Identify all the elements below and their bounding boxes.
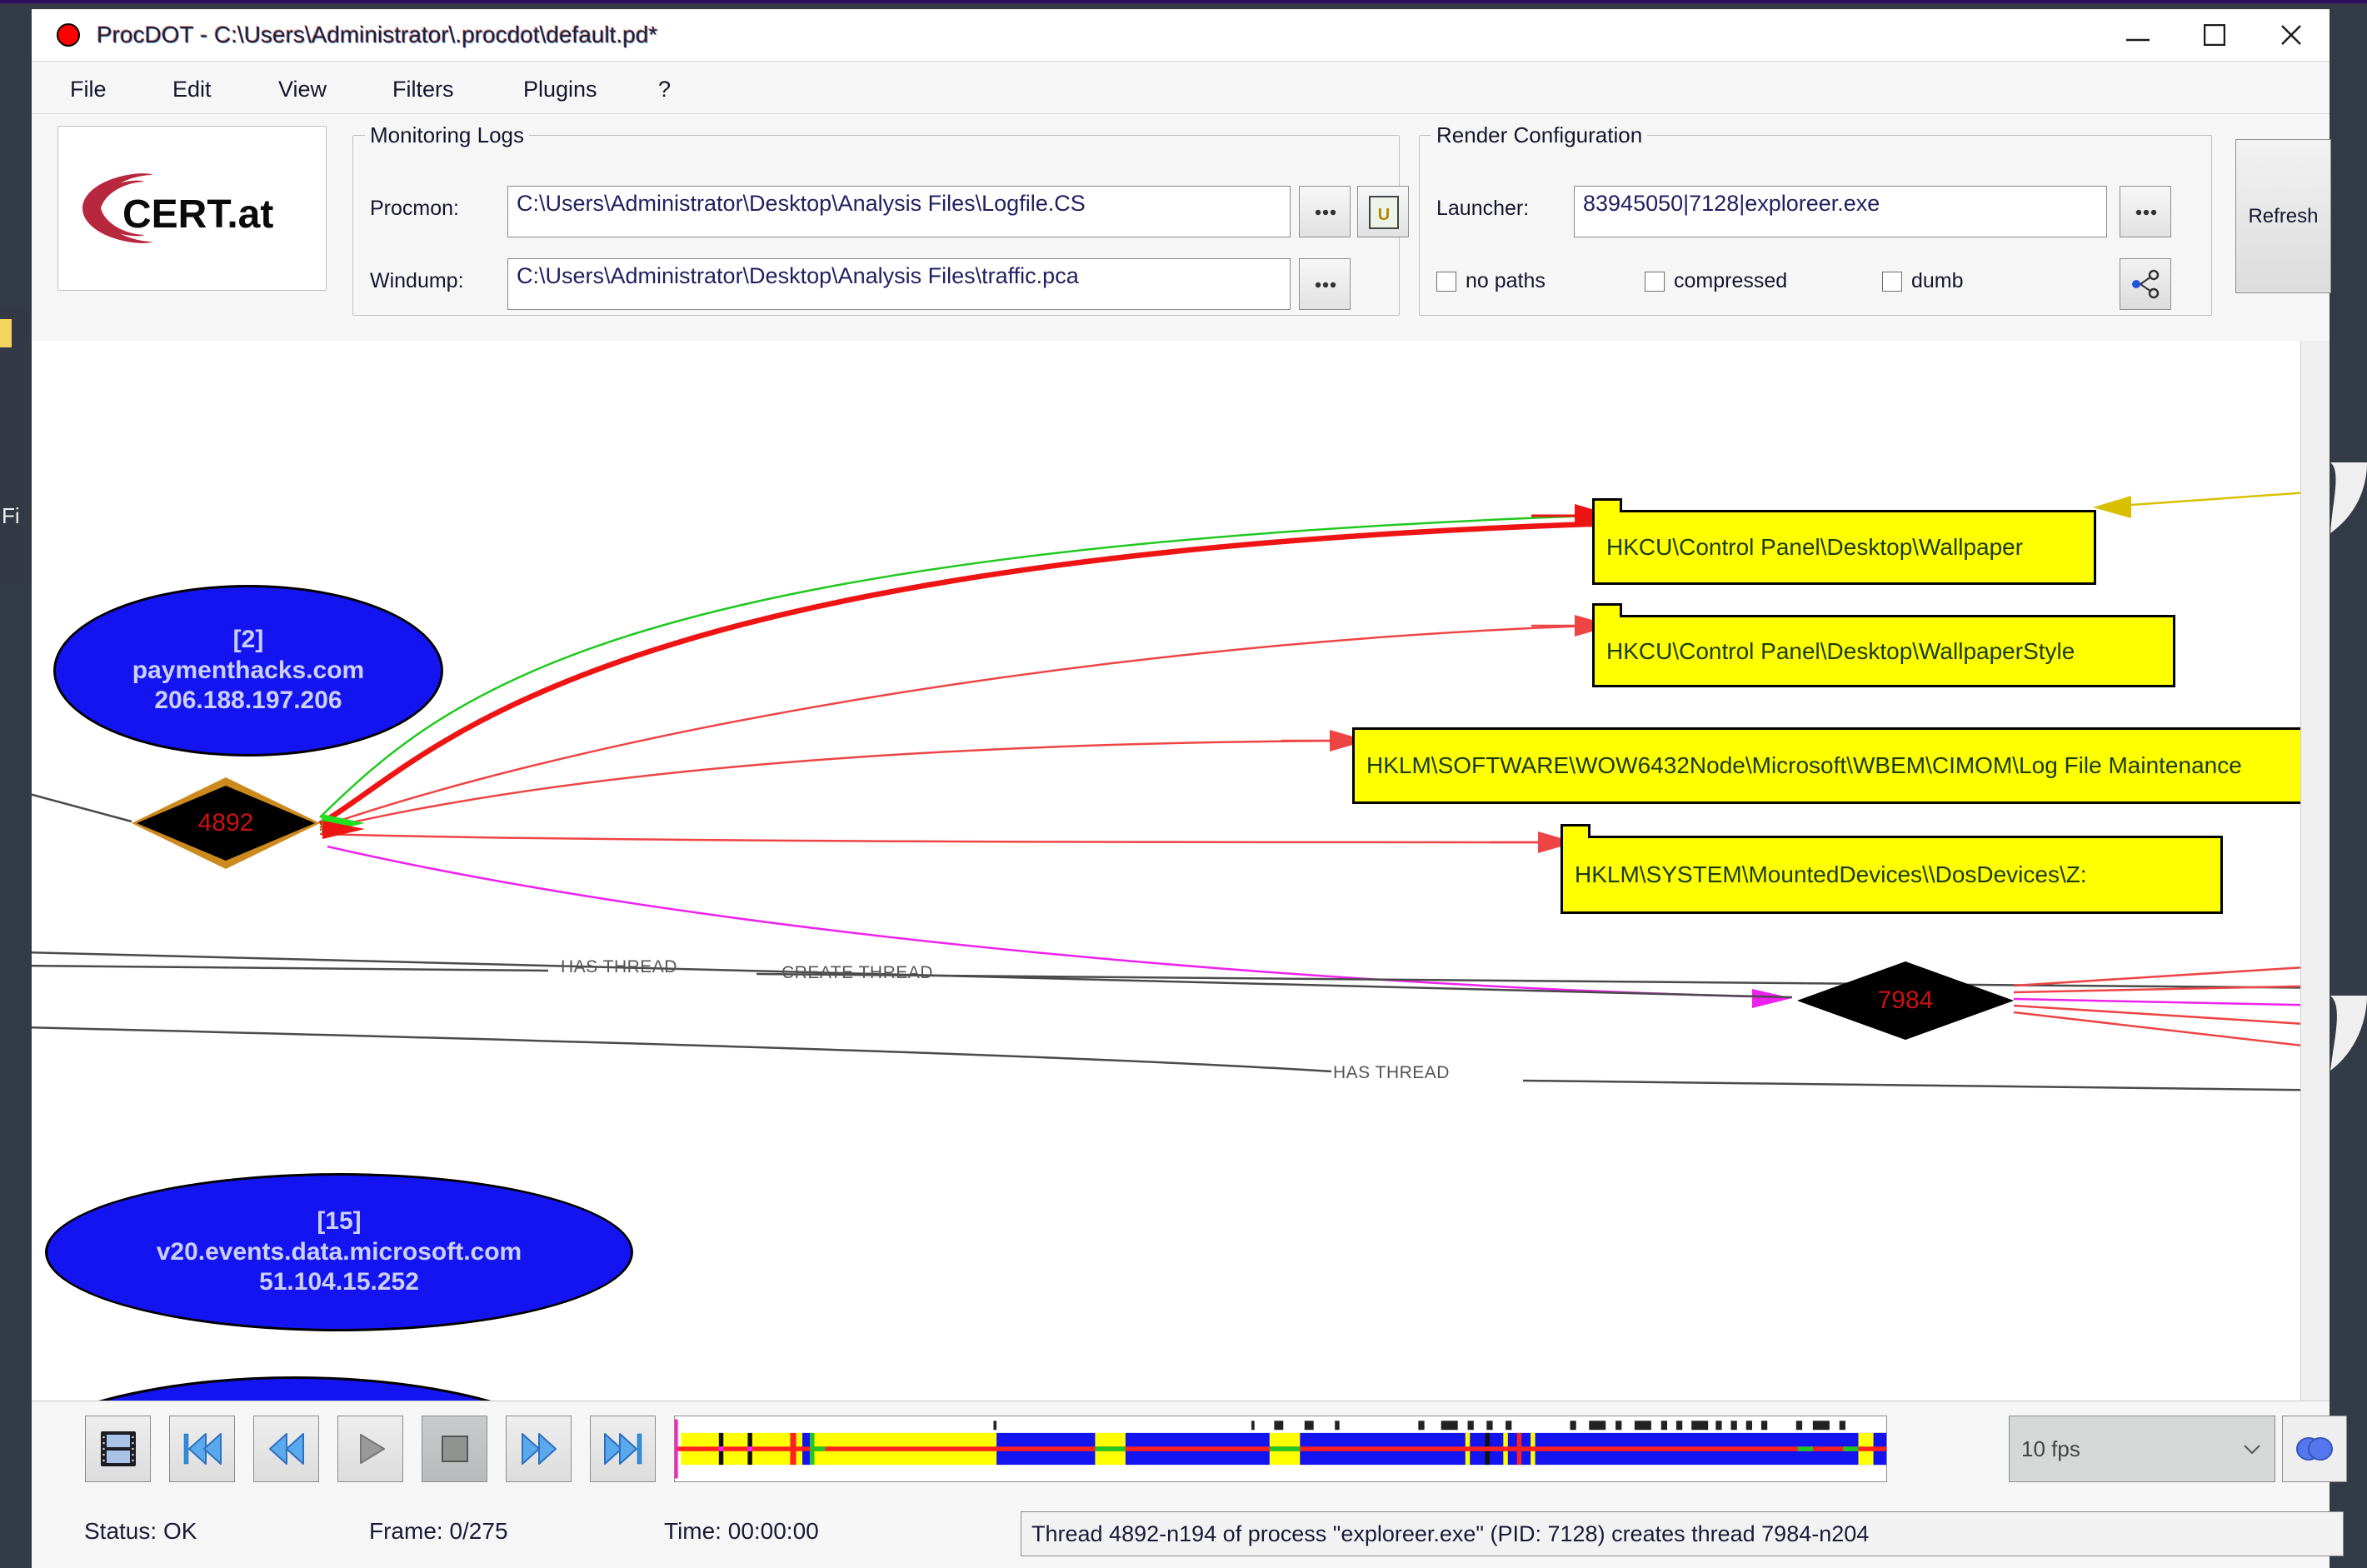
svg-text:CERT.at: CERT.at <box>122 192 273 237</box>
svg-text:U: U <box>1378 206 1390 224</box>
